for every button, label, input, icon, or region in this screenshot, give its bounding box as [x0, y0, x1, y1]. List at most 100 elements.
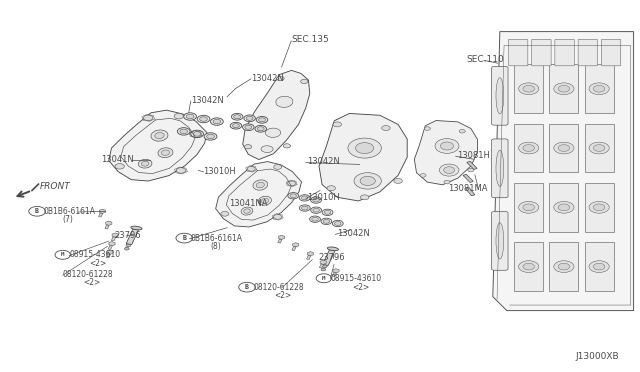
Circle shape: [277, 76, 284, 81]
Text: 23796: 23796: [319, 253, 346, 262]
Circle shape: [523, 263, 534, 270]
Circle shape: [55, 250, 70, 259]
Ellipse shape: [435, 139, 459, 153]
Circle shape: [554, 202, 574, 213]
Ellipse shape: [327, 247, 339, 251]
Ellipse shape: [138, 159, 152, 168]
Text: 13010H: 13010H: [307, 193, 340, 202]
Circle shape: [313, 208, 319, 212]
Circle shape: [323, 219, 330, 223]
Text: (7): (7): [63, 215, 74, 224]
Ellipse shape: [444, 167, 454, 173]
Circle shape: [234, 115, 241, 119]
Text: 13042N: 13042N: [251, 74, 284, 83]
Circle shape: [143, 115, 153, 121]
Polygon shape: [111, 237, 116, 241]
Circle shape: [257, 127, 264, 131]
Circle shape: [518, 202, 539, 213]
Text: 13081H: 13081H: [457, 151, 490, 160]
Text: 13042N: 13042N: [307, 157, 340, 166]
Circle shape: [321, 218, 332, 224]
Text: M: M: [61, 252, 65, 257]
Circle shape: [394, 179, 403, 183]
Ellipse shape: [241, 207, 253, 215]
Polygon shape: [112, 233, 118, 237]
Circle shape: [213, 119, 221, 124]
Polygon shape: [278, 239, 282, 243]
Ellipse shape: [141, 161, 149, 166]
Circle shape: [255, 125, 266, 132]
Ellipse shape: [244, 209, 250, 213]
Circle shape: [115, 164, 124, 169]
FancyBboxPatch shape: [508, 39, 528, 66]
Circle shape: [360, 195, 369, 200]
Ellipse shape: [266, 128, 281, 137]
Circle shape: [333, 122, 342, 127]
Circle shape: [558, 86, 570, 92]
Circle shape: [593, 145, 605, 151]
Polygon shape: [465, 187, 475, 196]
Bar: [550, 242, 579, 291]
Text: <2>: <2>: [274, 291, 291, 300]
Circle shape: [459, 129, 465, 133]
Polygon shape: [99, 213, 103, 217]
Circle shape: [323, 265, 327, 267]
Circle shape: [274, 215, 282, 219]
Circle shape: [191, 130, 204, 138]
Text: 08120-61228: 08120-61228: [63, 270, 113, 279]
Circle shape: [332, 220, 343, 227]
Circle shape: [186, 114, 194, 119]
Text: 0B1B6-6161A: 0B1B6-6161A: [44, 207, 95, 216]
Polygon shape: [243, 70, 310, 160]
Polygon shape: [333, 269, 339, 273]
Circle shape: [207, 134, 214, 139]
Polygon shape: [307, 256, 311, 259]
Circle shape: [468, 168, 474, 172]
Ellipse shape: [496, 78, 504, 114]
Text: SEC.110: SEC.110: [466, 55, 504, 64]
Text: 08915-43610: 08915-43610: [330, 274, 381, 283]
Circle shape: [246, 116, 253, 120]
Ellipse shape: [161, 150, 170, 155]
Circle shape: [335, 222, 341, 225]
Circle shape: [243, 124, 254, 131]
Circle shape: [221, 211, 229, 216]
Circle shape: [324, 211, 331, 214]
Polygon shape: [107, 250, 113, 254]
Polygon shape: [106, 221, 112, 225]
Circle shape: [589, 83, 609, 94]
Bar: [550, 183, 579, 232]
Circle shape: [593, 204, 605, 211]
Circle shape: [300, 195, 310, 201]
FancyBboxPatch shape: [492, 211, 508, 270]
Bar: [550, 64, 579, 113]
Bar: [585, 242, 614, 291]
Circle shape: [239, 282, 255, 292]
Bar: [585, 183, 614, 232]
Circle shape: [558, 145, 570, 151]
Polygon shape: [467, 161, 477, 170]
Polygon shape: [106, 254, 111, 258]
Text: 08915-43610: 08915-43610: [69, 250, 120, 259]
Circle shape: [177, 128, 190, 135]
Polygon shape: [109, 110, 207, 181]
Ellipse shape: [256, 182, 264, 188]
Ellipse shape: [261, 146, 273, 153]
Circle shape: [311, 207, 321, 214]
Circle shape: [589, 261, 609, 272]
Ellipse shape: [253, 180, 268, 190]
Circle shape: [204, 133, 217, 140]
Circle shape: [244, 145, 252, 149]
Circle shape: [313, 198, 319, 202]
Ellipse shape: [496, 223, 504, 259]
Circle shape: [554, 261, 574, 272]
Ellipse shape: [131, 226, 142, 230]
Circle shape: [176, 233, 193, 243]
Polygon shape: [323, 250, 335, 266]
Text: M: M: [322, 276, 326, 281]
Circle shape: [316, 274, 332, 283]
Polygon shape: [105, 225, 109, 229]
Polygon shape: [320, 260, 326, 264]
Polygon shape: [463, 174, 474, 183]
Circle shape: [554, 83, 574, 94]
